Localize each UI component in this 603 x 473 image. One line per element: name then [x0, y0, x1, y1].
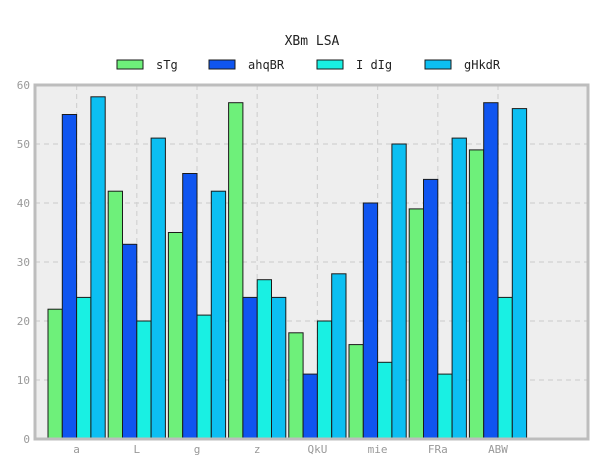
x-tick-label: a [73, 443, 80, 456]
bar-sTg-a [47, 308, 63, 440]
bar-ahqBR-L [122, 243, 138, 440]
y-tick-label: 20 [17, 315, 30, 328]
bar-gHkdR-z [271, 296, 287, 440]
y-tick-label: 30 [17, 256, 30, 269]
bar-I-dIg-g [196, 314, 212, 440]
bar-ahqBR-FRa [423, 178, 439, 440]
legend-swatch [316, 59, 344, 70]
bar-sTg-QkU [288, 332, 304, 440]
bar-gHkdR-L [150, 137, 166, 440]
bar-ahqBR-a [61, 114, 78, 440]
bars [47, 96, 528, 440]
bar-gHkdR-a [90, 96, 106, 440]
legend-label: I dIg [356, 58, 392, 72]
y-tick-label: 50 [17, 138, 30, 151]
bar-gHkdR-FRa [451, 137, 467, 440]
bar-I-dIg-FRa [437, 373, 453, 440]
x-tick-label: FRa [428, 443, 448, 456]
bar-sTg-FRa [408, 208, 425, 440]
bar-I-dIg-mie [377, 361, 393, 440]
bar-gHkdR-ABW [511, 108, 528, 440]
bar-ahqBR-mie [362, 202, 379, 440]
bar-sTg-g [167, 232, 184, 440]
legend: sTg ahqBR I dIg gHkdR [116, 58, 501, 72]
legend-swatch [116, 59, 144, 70]
bar-sTg-ABW [468, 149, 485, 440]
x-tick-label: g [194, 443, 201, 456]
y-tick-label: 40 [17, 197, 30, 210]
bar-ahqBR-z [242, 296, 258, 440]
bar-ahqBR-QkU [302, 373, 318, 440]
bar-I-dIg-ABW [497, 296, 513, 440]
x-tick-label: L [133, 443, 140, 456]
bar-ahqBR-g [182, 173, 198, 440]
bar-I-dIg-a [76, 296, 92, 440]
bar-ahqBR-ABW [483, 102, 499, 440]
x-tick-label: ABW [488, 443, 508, 456]
y-tick-label: 0 [23, 433, 30, 446]
bar-I-dIg-QkU [316, 320, 333, 440]
x-tick-label: QkU [307, 443, 327, 456]
legend-swatch [424, 59, 452, 70]
bar-gHkdR-g [210, 190, 227, 440]
y-tick-label: 60 [17, 79, 30, 92]
bar-sTg-mie [348, 344, 364, 440]
bar-sTg-L [107, 190, 123, 440]
legend-label: sTg [156, 58, 178, 72]
y-axis: 0 10 20 30 40 50 60 [17, 79, 30, 446]
bar-gHkdR-mie [391, 143, 407, 440]
plot-frame [33, 83, 590, 441]
chart-title: XBm LSA [285, 34, 340, 49]
bar-I-dIg-L [136, 320, 152, 440]
x-tick-label: z [254, 443, 261, 456]
x-tick-label: mie [368, 443, 388, 456]
bar-I-dIg-z [256, 279, 273, 440]
y-tick-label: 10 [17, 374, 30, 387]
legend-swatch [208, 59, 236, 70]
legend-label: gHkdR [464, 58, 501, 72]
bar-gHkdR-QkU [331, 273, 347, 440]
legend-label: ahqBR [248, 58, 285, 72]
bar-sTg-z [228, 102, 244, 440]
